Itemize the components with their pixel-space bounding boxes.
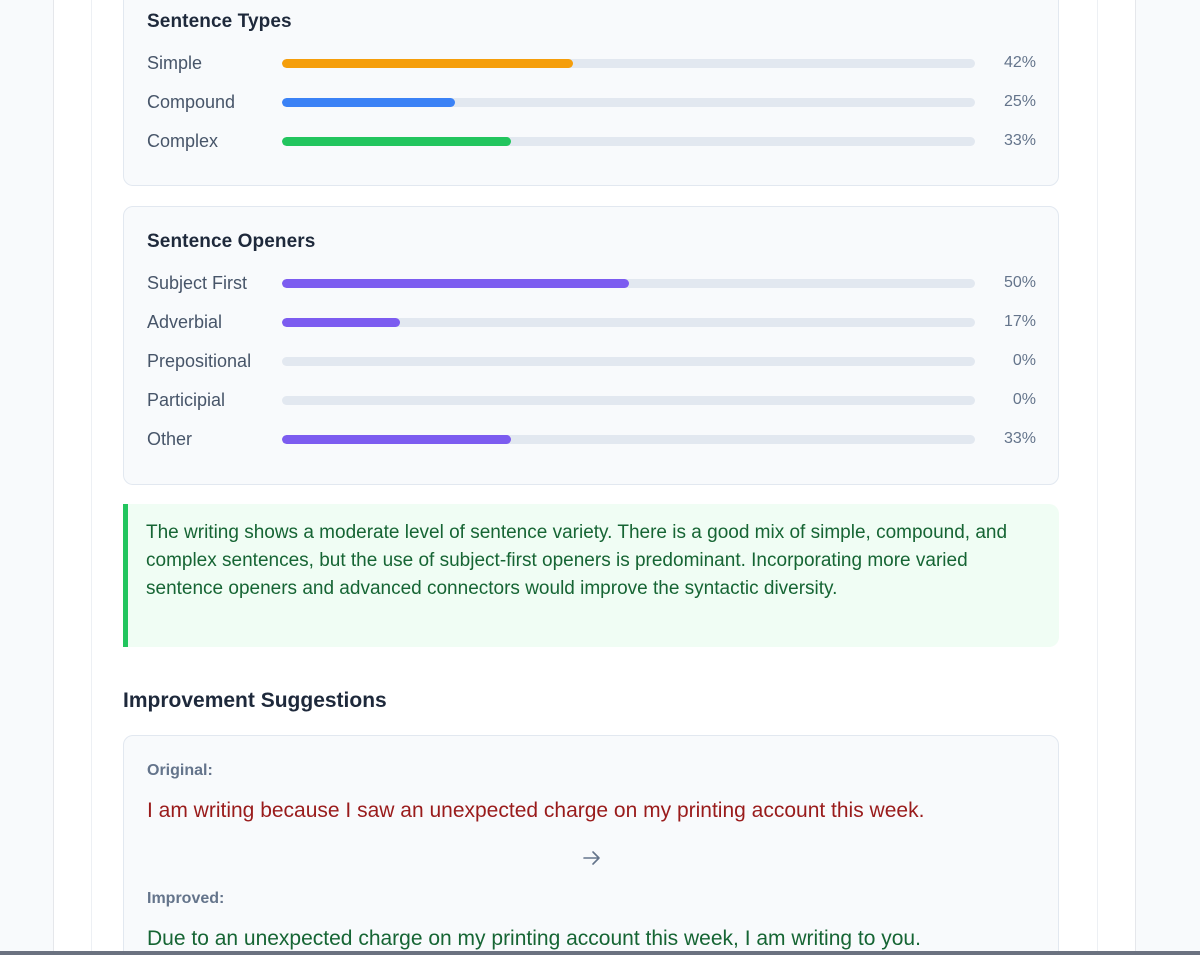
bar-fill (282, 98, 456, 107)
original-sentence: I am writing because I saw an unexpected… (147, 799, 925, 822)
sentence-types-title: Sentence Types (147, 11, 292, 32)
bar-row: Other 33% (124, 427, 1058, 451)
original-label: Original: (147, 762, 213, 779)
bar-row: Complex 33% (124, 129, 1058, 153)
bar-track (282, 279, 975, 288)
bar-row: Participial 0% (124, 388, 1058, 412)
bar-label: Adverbial (147, 312, 223, 332)
sentence-openers-card: Sentence Openers Subject First 50% Adverbi… (123, 206, 1059, 485)
content-divider-left (91, 0, 92, 955)
window-bottom-edge (0, 951, 1200, 955)
bar-fill (282, 279, 629, 288)
bar-row: Compound 25% (124, 90, 1058, 114)
bar-track (282, 396, 975, 405)
suggestion-card: Original: I am writing because I saw an … (123, 735, 1059, 955)
sentence-openers-title: Sentence Openers (147, 231, 316, 252)
bar-label: Prepositional (147, 351, 252, 371)
bar-fill (282, 318, 400, 327)
bar-percent: 50% (1003, 274, 1036, 291)
bar-row: Simple 42% (124, 51, 1058, 75)
bar-label: Complex (147, 131, 219, 151)
bar-fill (282, 137, 511, 146)
sentence-types-card: Sentence Types Simple 42% Compound 25% Compl… (123, 0, 1059, 186)
bar-percent: 33% (1003, 430, 1036, 447)
bar-percent: 33% (1003, 132, 1036, 149)
bar-percent: 42% (1003, 54, 1036, 71)
bar-percent: 0% (1012, 391, 1036, 408)
bar-row: Prepositional 0% (124, 349, 1058, 373)
improvement-suggestions-title: Improvement Suggestions (123, 689, 387, 712)
bar-fill (282, 59, 574, 68)
bar-label: Compound (147, 92, 236, 112)
variety-summary: The writing shows a moderate level of se… (123, 504, 1059, 647)
content-divider-right (1097, 0, 1098, 955)
arrow-right-icon (583, 851, 600, 865)
bar-track (282, 318, 975, 327)
bar-track (282, 435, 975, 444)
bar-track (282, 59, 975, 68)
bar-track (282, 98, 975, 107)
bar-label: Participial (147, 390, 226, 410)
bar-row: Subject First 50% (124, 271, 1058, 295)
bar-label: Subject First (147, 273, 248, 293)
bar-percent: 0% (1012, 352, 1036, 369)
improved-sentence: Due to an unexpected charge on my printi… (147, 927, 921, 950)
improved-label: Improved: (147, 890, 225, 907)
bar-fill (282, 435, 511, 444)
bar-percent: 17% (1003, 313, 1036, 330)
bar-label: Other (147, 429, 193, 449)
bar-label: Simple (147, 53, 203, 73)
bar-track (282, 357, 975, 366)
bar-percent: 25% (1003, 93, 1036, 110)
bar-row: Adverbial 17% (124, 310, 1058, 334)
bar-track (282, 137, 975, 146)
